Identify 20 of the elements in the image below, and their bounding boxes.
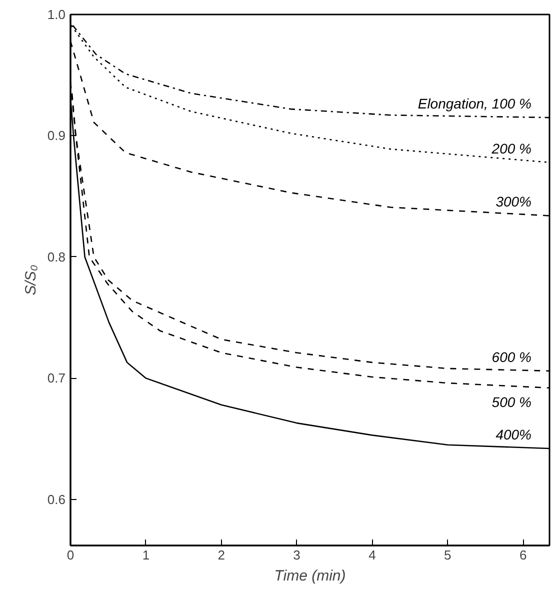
series-label: 400% bbox=[496, 426, 532, 443]
y-tick-label: 0.6 bbox=[47, 492, 66, 507]
series-label: 600 % bbox=[492, 348, 532, 365]
series-label: 500 % bbox=[492, 394, 532, 410]
series-label: 200 % bbox=[490, 140, 532, 156]
y-axis-title: S/S₀ bbox=[22, 264, 40, 296]
x-tick-label: 5 bbox=[444, 548, 452, 562]
x-tick-label: 1 bbox=[142, 548, 150, 562]
y-tick-label: 0.8 bbox=[47, 249, 66, 264]
x-tick-label: 2 bbox=[218, 548, 225, 562]
x-tick-label: 6 bbox=[519, 548, 527, 562]
series-label: Elongation, 100 % bbox=[418, 96, 532, 112]
x-tick-label: 4 bbox=[368, 548, 376, 562]
y-tick-label: 0.7 bbox=[47, 370, 66, 386]
x-axis-title: Time (min) bbox=[274, 568, 346, 584]
series-label: 300% bbox=[496, 194, 532, 210]
x-tick-label: 0 bbox=[66, 548, 74, 562]
x-tick-label: 3 bbox=[293, 548, 300, 562]
y-tick-label: 0.9 bbox=[47, 128, 66, 144]
y-tick-label: 1.0 bbox=[47, 7, 66, 22]
